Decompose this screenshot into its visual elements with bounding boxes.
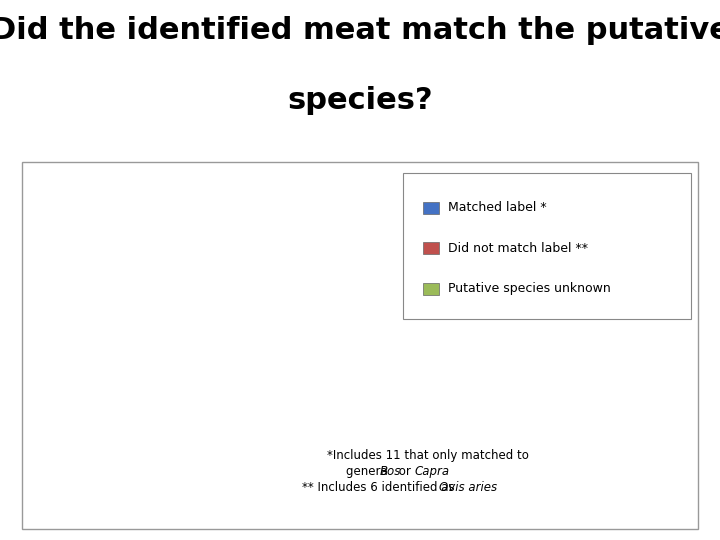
Text: Capra: Capra	[414, 465, 449, 478]
Wedge shape	[99, 212, 350, 480]
Text: genera: genera	[346, 465, 391, 478]
Text: 67%: 67%	[235, 393, 278, 411]
Text: 6%: 6%	[190, 227, 220, 245]
Wedge shape	[167, 212, 216, 346]
Text: Putative species unknown: Putative species unknown	[448, 282, 611, 295]
Text: Ovis aries: Ovis aries	[439, 481, 498, 494]
Text: or: or	[395, 465, 414, 478]
Text: *Includes 11 that only matched to: *Includes 11 that only matched to	[328, 449, 529, 462]
Text: Did the identified meat match the putative: Did the identified meat match the putati…	[0, 16, 720, 45]
Text: Matched label *: Matched label *	[448, 201, 546, 214]
Text: 27%: 27%	[112, 321, 155, 339]
Text: species?: species?	[287, 86, 433, 116]
Text: Did not match label **: Did not match label **	[448, 242, 588, 255]
Text: Bos: Bos	[380, 465, 401, 478]
Text: ** Includes 6 identified as: ** Includes 6 identified as	[302, 481, 459, 494]
Wedge shape	[82, 221, 216, 410]
